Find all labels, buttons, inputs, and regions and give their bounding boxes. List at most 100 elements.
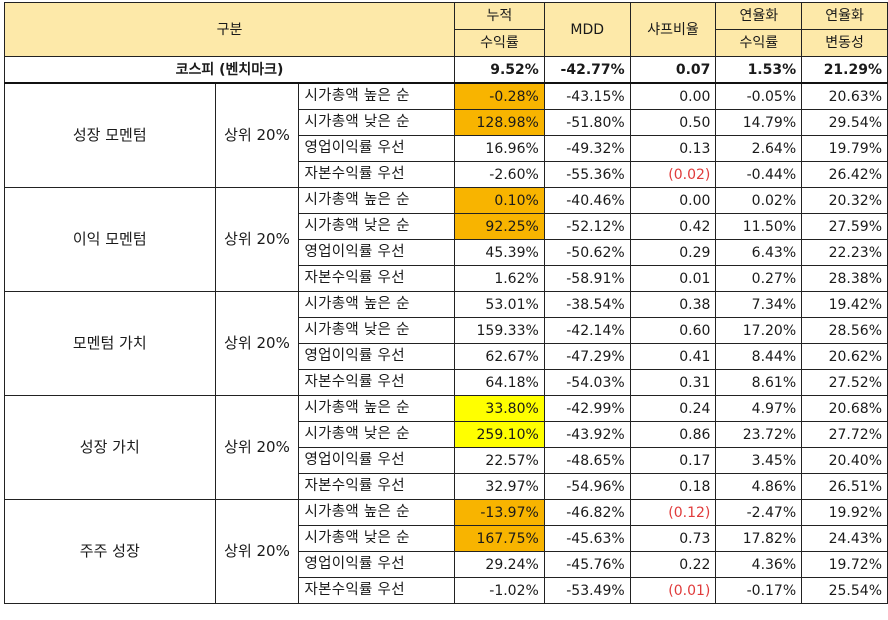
strategy-label: 영업이익률 우선: [298, 447, 455, 474]
sharpe-ratio-cell: (0.02): [629, 161, 717, 188]
header-annual-return-line1: 연율화: [715, 2, 803, 30]
annual-return-cell: 4.86%: [715, 473, 803, 500]
mdd-cell: -55.36%: [543, 161, 631, 188]
annual-volatility-cell: 26.42%: [801, 161, 888, 188]
cumulative-return-cell: 259.10%: [454, 421, 545, 448]
annual-volatility-cell: 20.40%: [801, 447, 888, 474]
mdd-cell: -52.12%: [543, 213, 631, 240]
benchmark-row: 코스피 (벤치마크) 9.52% -42.77% 0.07 1.53% 21.2…: [4, 56, 888, 84]
cumulative-return-cell: 92.25%: [454, 213, 545, 240]
table-row: 자본수익률 우선 1.62% -58.91% 0.01 0.27% 28.38%: [5, 265, 888, 292]
annual-volatility-cell: 22.23%: [801, 239, 888, 266]
cumulative-return-cell: 159.33%: [454, 317, 545, 344]
sharpe-ratio-cell: 0.41: [629, 343, 717, 370]
annual-volatility-cell: 20.63%: [801, 82, 888, 110]
header-annual-return-line2: 수익률: [715, 29, 803, 57]
group-tier: 상위 20%: [214, 395, 300, 500]
header-row-1: 구분 누적 MDD 샤프비율 연율화 연율화: [4, 2, 888, 57]
group-tier: 상위 20%: [214, 187, 300, 292]
group-name: 성장 가치: [4, 395, 216, 500]
mdd-cell: -46.82%: [543, 499, 631, 526]
benchmark-label: 코스피 (벤치마크): [4, 56, 455, 84]
table-row: 시가총액 낮은 순 92.25% -52.12% 0.42 11.50% 27.59%: [5, 213, 888, 240]
cumulative-return-cell: -2.60%: [454, 161, 545, 188]
mdd-cell: -45.76%: [543, 551, 631, 578]
group-tier: 상위 20%: [214, 82, 300, 188]
mdd-cell: -58.91%: [543, 265, 631, 292]
cumulative-return-cell: 45.39%: [454, 239, 545, 266]
mdd-cell: -49.32%: [543, 135, 631, 162]
mdd-cell: -54.96%: [543, 473, 631, 500]
strategy-label: 자본수익률 우선: [298, 473, 455, 500]
mdd-cell: -40.46%: [543, 187, 631, 214]
header-row-2: 수익률 수익률 변동성: [5, 29, 888, 57]
cumulative-return-cell: 29.24%: [454, 551, 545, 578]
annual-return-cell: 11.50%: [715, 213, 803, 240]
strategy-label: 시가총액 낮은 순: [298, 421, 455, 448]
sharpe-ratio-cell: (0.12): [629, 499, 717, 526]
annual-volatility-cell: 26.51%: [801, 473, 888, 500]
group-name: 모멘텀 가치: [4, 291, 216, 396]
cumulative-return-cell: 62.67%: [454, 343, 545, 370]
annual-return-cell: -0.05%: [715, 82, 803, 110]
cumulative-return-cell: -1.02%: [454, 577, 545, 604]
strategy-label: 영업이익률 우선: [298, 551, 455, 578]
annual-return-cell: 7.34%: [715, 291, 803, 318]
annual-return-cell: 0.02%: [715, 187, 803, 214]
mdd-cell: -51.80%: [543, 109, 631, 136]
annual-return-cell: 0.27%: [715, 265, 803, 292]
strategy-label: 시가총액 높은 순: [298, 499, 455, 526]
header-annual-volatility-line2: 변동성: [801, 29, 888, 57]
cumulative-return-cell: 1.62%: [454, 265, 545, 292]
table-row: 성장 가치 상위 20% 시가총액 높은 순 33.80% -42.99% 0.24 4.9…: [4, 395, 888, 500]
header-category: 구분: [4, 2, 455, 57]
mdd-cell: -53.49%: [543, 577, 631, 604]
strategy-label: 시가총액 낮은 순: [298, 317, 455, 344]
mdd-cell: -45.63%: [543, 525, 631, 552]
annual-return-cell: 2.64%: [715, 135, 803, 162]
header-sharpe-ratio: 샤프비율: [629, 2, 717, 57]
annual-return-cell: 14.79%: [715, 109, 803, 136]
annual-volatility-cell: 19.72%: [801, 551, 888, 578]
sharpe-ratio-cell: 0.38: [629, 291, 717, 318]
strategy-label: 시가총액 낮은 순: [298, 213, 455, 240]
strategy-label: 자본수익률 우선: [298, 161, 455, 188]
sharpe-ratio-cell: 0.00: [629, 82, 717, 110]
sharpe-ratio-cell: 0.42: [629, 213, 717, 240]
annual-volatility-cell: 27.52%: [801, 369, 888, 396]
cumulative-return-cell: 128.98%: [454, 109, 545, 136]
strategy-label: 시가총액 높은 순: [298, 82, 455, 110]
mdd-cell: -48.65%: [543, 447, 631, 474]
cumulative-return-cell: 167.75%: [454, 525, 545, 552]
cumulative-return-cell: 32.97%: [454, 473, 545, 500]
table-row: 영업이익률 우선 22.57% -48.65% 0.17 3.45% 20.40%: [5, 447, 888, 474]
header-cumulative-return-line1: 누적: [454, 2, 545, 30]
table-row: 자본수익률 우선 32.97% -54.96% 0.18 4.86% 26.51%: [5, 473, 888, 500]
table-row: 모멘텀 가치 상위 20% 시가총액 높은 순 53.01% -38.54% 0.38 7.…: [4, 291, 888, 396]
annual-return-cell: 8.44%: [715, 343, 803, 370]
sharpe-ratio-cell: 0.22: [629, 551, 717, 578]
annual-volatility-cell: 27.72%: [801, 421, 888, 448]
table-row: 자본수익률 우선 64.18% -54.03% 0.31 8.61% 27.52%: [5, 369, 888, 396]
header-mdd: MDD: [543, 2, 631, 57]
sharpe-ratio-cell: (0.01): [629, 577, 717, 604]
mdd-cell: -47.29%: [543, 343, 631, 370]
annual-return-cell: 8.61%: [715, 369, 803, 396]
group-name: 성장 모멘텀: [4, 82, 216, 188]
mdd-cell: -54.03%: [543, 369, 631, 396]
strategy-label: 자본수익률 우선: [298, 369, 455, 396]
strategy-label: 자본수익률 우선: [298, 577, 455, 604]
cumulative-return-cell: -0.28%: [454, 82, 545, 110]
annual-return-cell: 4.36%: [715, 551, 803, 578]
annual-return-cell: 3.45%: [715, 447, 803, 474]
annual-volatility-cell: 29.54%: [801, 109, 888, 136]
benchmark-cumulative-return: 9.52%: [454, 56, 545, 84]
table-row: 성장 모멘텀 상위 20% 시가총액 높은 순 -0.28% -43.15% 0.00 -0…: [4, 82, 888, 188]
annual-volatility-cell: 25.54%: [801, 577, 888, 604]
table-row: 이익 모멘텀 상위 20% 시가총액 높은 순 0.10% -40.46% 0.00 0.0…: [4, 187, 888, 292]
table-row: 영업이익률 우선 16.96% -49.32% 0.13 2.64% 19.79%: [5, 135, 888, 162]
strategy-label: 시가총액 낮은 순: [298, 109, 455, 136]
annual-return-cell: 6.43%: [715, 239, 803, 266]
benchmark-mdd: -42.77%: [543, 56, 631, 84]
table-row: 시가총액 낮은 순 128.98% -51.80% 0.50 14.79% 29.54%: [5, 109, 888, 136]
